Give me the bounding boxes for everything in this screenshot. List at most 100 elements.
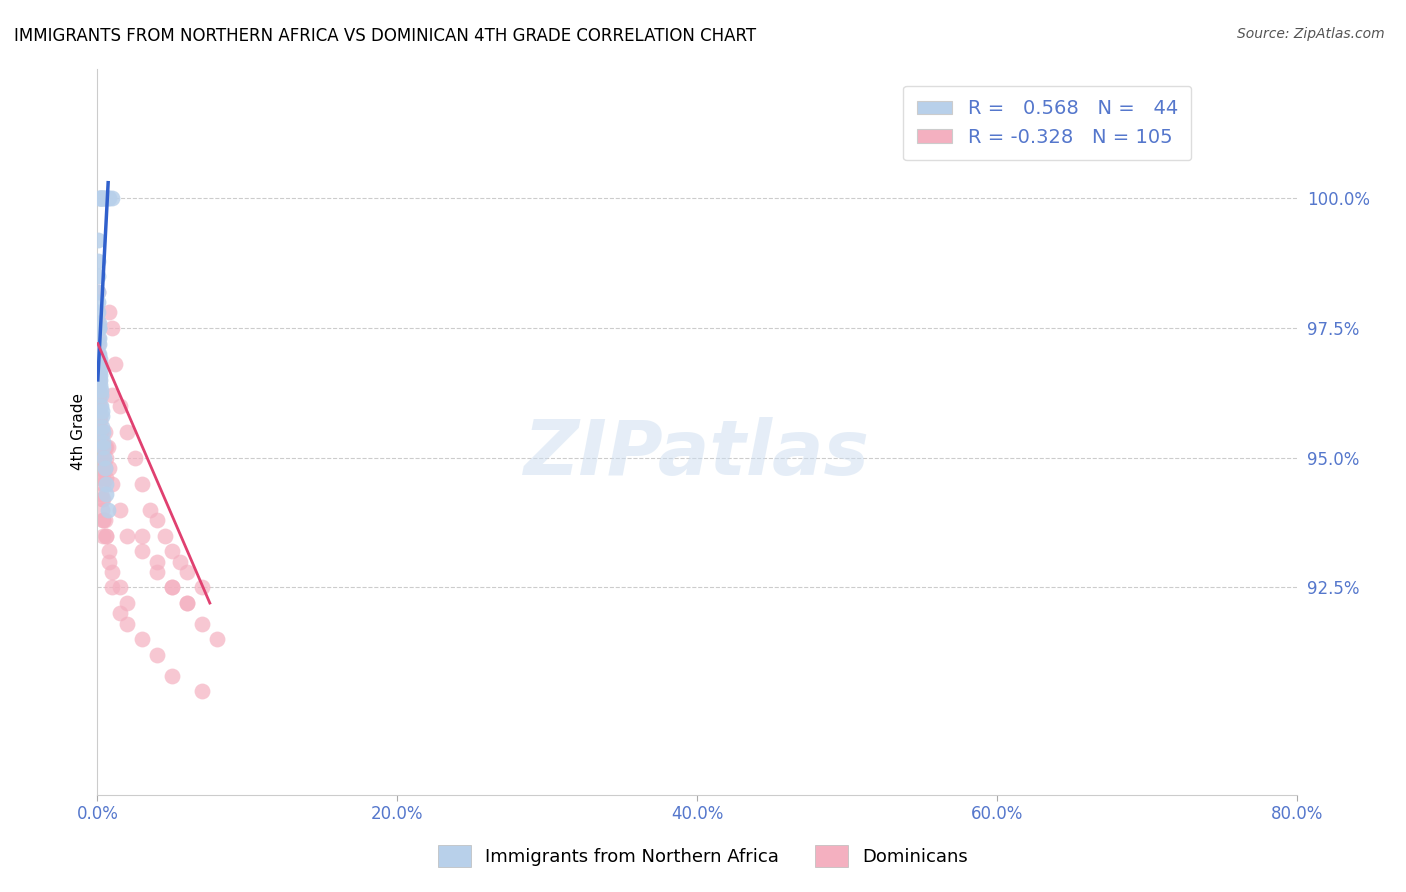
Point xyxy=(87,388,110,402)
Point xyxy=(90,487,112,501)
Point xyxy=(89,378,111,392)
Point xyxy=(117,528,139,542)
Legend: R =   0.568   N =   44, R = -0.328   N = 105: R = 0.568 N = 44, R = -0.328 N = 105 xyxy=(904,86,1191,161)
Point xyxy=(101,321,124,335)
Point xyxy=(90,419,112,434)
Point xyxy=(101,565,124,579)
Point xyxy=(98,305,121,319)
Point xyxy=(146,648,169,662)
Point xyxy=(87,388,110,402)
Point xyxy=(108,607,131,621)
Point xyxy=(93,528,115,542)
Point xyxy=(176,565,198,579)
Point xyxy=(94,461,117,475)
Point xyxy=(94,513,117,527)
Point xyxy=(101,191,124,205)
Point xyxy=(94,441,117,455)
Point xyxy=(87,373,110,387)
Point xyxy=(97,441,120,455)
Point xyxy=(87,253,110,268)
Point xyxy=(146,513,169,527)
Point xyxy=(87,295,110,310)
Point xyxy=(91,471,114,485)
Point xyxy=(93,450,115,465)
Point xyxy=(96,528,118,542)
Point xyxy=(89,425,111,439)
Point xyxy=(162,669,184,683)
Point xyxy=(124,450,146,465)
Point xyxy=(146,555,169,569)
Point xyxy=(90,461,112,475)
Point xyxy=(94,476,117,491)
Point xyxy=(89,357,111,371)
Point xyxy=(87,321,110,335)
Point xyxy=(91,425,114,439)
Point xyxy=(89,362,111,376)
Point xyxy=(87,347,110,361)
Point xyxy=(87,373,110,387)
Point xyxy=(89,347,111,361)
Point xyxy=(131,476,153,491)
Point xyxy=(87,321,110,335)
Point xyxy=(117,616,139,631)
Point xyxy=(98,191,121,205)
Point xyxy=(89,425,111,439)
Point xyxy=(93,441,115,455)
Point xyxy=(94,461,117,475)
Point xyxy=(89,191,111,205)
Point xyxy=(93,476,115,491)
Point xyxy=(87,336,110,351)
Point xyxy=(146,565,169,579)
Point xyxy=(131,632,153,647)
Point xyxy=(87,357,110,371)
Point xyxy=(89,425,111,439)
Point xyxy=(87,347,110,361)
Point xyxy=(87,316,110,330)
Point xyxy=(89,414,111,428)
Point xyxy=(176,596,198,610)
Point xyxy=(93,513,115,527)
Point xyxy=(87,285,110,299)
Legend: Immigrants from Northern Africa, Dominicans: Immigrants from Northern Africa, Dominic… xyxy=(432,838,974,874)
Point xyxy=(89,191,111,205)
Point xyxy=(89,435,111,450)
Point xyxy=(90,435,112,450)
Text: ZIPatlas: ZIPatlas xyxy=(524,417,870,491)
Point xyxy=(87,373,110,387)
Point xyxy=(89,461,111,475)
Point xyxy=(117,596,139,610)
Point xyxy=(90,191,112,205)
Text: IMMIGRANTS FROM NORTHERN AFRICA VS DOMINICAN 4TH GRADE CORRELATION CHART: IMMIGRANTS FROM NORTHERN AFRICA VS DOMIN… xyxy=(14,27,756,45)
Point xyxy=(90,492,112,507)
Point xyxy=(90,191,112,205)
Text: Source: ZipAtlas.com: Source: ZipAtlas.com xyxy=(1237,27,1385,41)
Point xyxy=(89,409,111,424)
Point xyxy=(91,513,114,527)
Point xyxy=(89,393,111,408)
Point xyxy=(94,425,117,439)
Point xyxy=(87,316,110,330)
Y-axis label: 4th Grade: 4th Grade xyxy=(72,393,86,470)
Point xyxy=(96,441,118,455)
Point xyxy=(97,502,120,516)
Point xyxy=(87,352,110,367)
Point xyxy=(93,492,115,507)
Point xyxy=(89,414,111,428)
Point xyxy=(89,336,111,351)
Point xyxy=(96,528,118,542)
Point xyxy=(91,191,114,205)
Point xyxy=(90,409,112,424)
Point xyxy=(87,269,110,284)
Point xyxy=(176,596,198,610)
Point xyxy=(89,352,111,367)
Point xyxy=(89,368,111,382)
Point xyxy=(87,285,110,299)
Point xyxy=(97,191,120,205)
Point xyxy=(207,632,229,647)
Point xyxy=(96,191,118,205)
Point xyxy=(89,441,111,455)
Point xyxy=(104,357,127,371)
Point xyxy=(90,450,112,465)
Point xyxy=(93,191,115,205)
Point xyxy=(87,233,110,247)
